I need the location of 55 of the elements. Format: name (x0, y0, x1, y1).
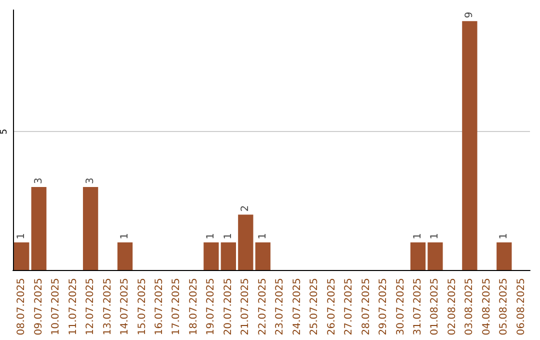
x-tick-label: 24.07.2025 (292, 278, 303, 336)
x-tick-label: 16.07.2025 (154, 278, 165, 336)
x-tick-label: 05.08.2025 (498, 278, 510, 336)
data-label: 1 (222, 232, 234, 240)
bar (82, 187, 98, 270)
bar (220, 242, 236, 270)
bar (14, 242, 30, 270)
x-tick-label: 14.07.2025 (120, 278, 131, 336)
data-label: 1 (498, 232, 510, 240)
bar (410, 242, 426, 270)
x-tick-label: 03.08.2025 (464, 278, 476, 336)
x-tick-label: 23.07.2025 (274, 278, 286, 336)
x-tick-label: 27.07.2025 (344, 278, 355, 336)
data-label: 9 (464, 12, 476, 18)
data-label: 1 (120, 232, 131, 240)
x-tick-label: 19.07.2025 (206, 278, 217, 336)
x-tick-label: 11.07.2025 (68, 278, 79, 336)
bar (31, 187, 46, 270)
data-label: 2 (240, 205, 252, 212)
bar (496, 242, 512, 270)
data-label: 1 (16, 232, 28, 240)
x-tick-label: 13.07.2025 (102, 278, 114, 336)
x-tick-label: 22.07.2025 (257, 278, 268, 336)
data-label: 3 (33, 178, 44, 184)
bar (238, 214, 254, 270)
x-tick-label: 01.08.2025 (430, 278, 441, 336)
x-tick-label: 02.08.2025 (446, 278, 458, 336)
x-tick-label: 08.07.2025 (16, 278, 28, 336)
data-label: 1 (206, 232, 217, 240)
x-tick-label: 20.07.2025 (222, 278, 234, 336)
data-label: 1 (412, 232, 424, 240)
bar (428, 242, 443, 270)
x-tick-label: 28.07.2025 (360, 278, 372, 336)
bar (117, 242, 133, 270)
x-tick-label: 06.08.2025 (516, 278, 527, 336)
x-tick-label: 30.07.2025 (395, 278, 406, 336)
data-label: 3 (85, 178, 96, 184)
x-tick-label: 31.07.2025 (412, 278, 424, 336)
x-tick-label: 12.07.2025 (85, 278, 96, 336)
bar (255, 242, 270, 270)
bar (204, 242, 219, 270)
x-tick-label: 29.07.2025 (378, 278, 390, 336)
bar (462, 21, 478, 270)
x-tick-label: 10.07.2025 (50, 278, 62, 336)
x-tick-label: 25.07.2025 (309, 278, 320, 336)
x-tick-label: 09.07.2025 (33, 278, 44, 336)
x-tick-label: 26.07.2025 (326, 278, 338, 336)
x-tick-label: 04.08.2025 (481, 278, 492, 336)
x-tick-label: 18.07.2025 (188, 278, 200, 336)
x-tick-label: 21.07.2025 (240, 278, 252, 336)
data-label: 1 (257, 232, 268, 240)
x-tick-label: 17.07.2025 (171, 278, 182, 336)
y-tick-label: 5 (0, 128, 10, 135)
x-tick-label: 15.07.2025 (136, 278, 148, 336)
data-label: 1 (430, 232, 441, 240)
